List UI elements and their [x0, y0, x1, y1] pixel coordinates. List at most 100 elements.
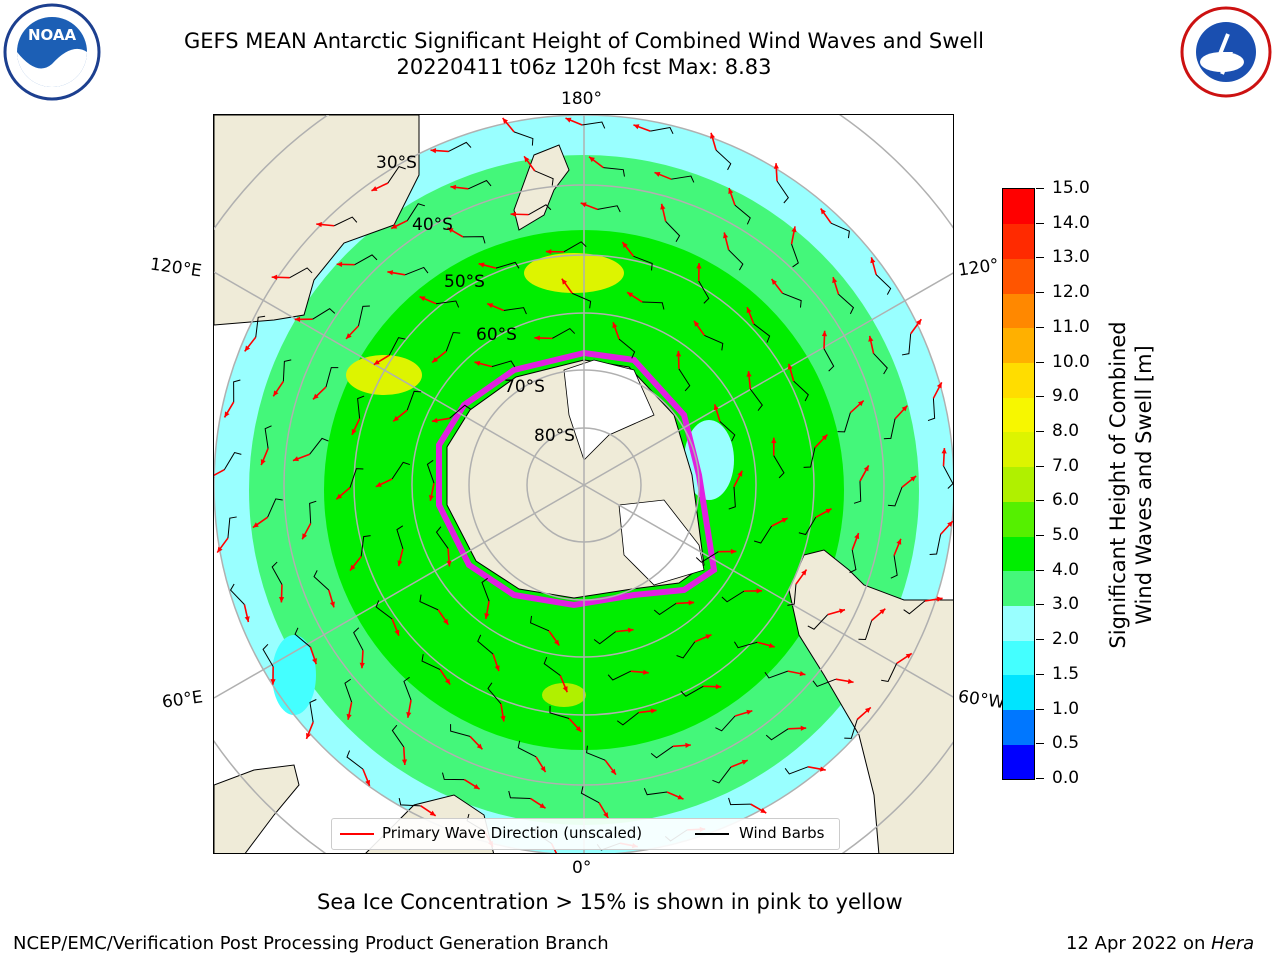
colorbar-tick — [1036, 500, 1044, 502]
wind-barb — [375, 600, 393, 620]
colorbar-tick — [1036, 257, 1044, 259]
wave-arrow-head — [346, 333, 352, 339]
wind-barb — [875, 274, 892, 295]
wind-barb — [881, 663, 898, 682]
wave-arrow-head — [260, 459, 266, 466]
wave-arrow-head — [746, 307, 752, 314]
colorbar-tick — [1036, 569, 1044, 571]
wind-barb — [728, 486, 736, 510]
wind-barb — [597, 205, 621, 213]
lon-label-60e: 60°E — [160, 687, 205, 713]
wave-arrow-head — [401, 759, 408, 765]
wind-barb — [753, 525, 772, 544]
wind-barb — [267, 498, 283, 518]
wind-barb — [929, 534, 942, 555]
wave-arrow-head — [565, 117, 572, 123]
wind-barb — [650, 745, 674, 759]
wind-barb — [586, 745, 606, 761]
colorbar-tick — [1036, 430, 1044, 432]
wave-arrow-head — [870, 257, 876, 264]
wave-arrow-head — [473, 784, 480, 790]
weddell-ice-shelf — [618, 499, 705, 586]
colorbar-title: Significant Height of Combined Wind Wave… — [1105, 321, 1157, 648]
wave-arrow-head — [524, 156, 530, 163]
wave-arrow-head — [771, 437, 777, 444]
wave-arrow-head — [936, 596, 943, 602]
wind-barb — [642, 301, 665, 310]
wave-arrow-head — [545, 249, 552, 255]
wave-arrow-head — [821, 434, 828, 441]
wind-barb — [233, 379, 241, 402]
colorbar-segment — [1003, 605, 1034, 641]
lat-label-40s: 40°S — [412, 215, 453, 235]
wave-arrow-head — [771, 279, 777, 285]
map-legend: Primary Wave Direction (unscaled) Wind B… — [331, 818, 840, 850]
wind-barb — [255, 315, 266, 338]
lat-label-70s: 70°S — [504, 377, 545, 397]
colorbar-tick-label: 0.0 — [1052, 768, 1080, 788]
wave-arrow-head — [336, 493, 343, 500]
wave-arrow-head — [244, 616, 250, 623]
wind-barb — [765, 728, 789, 741]
wind-barb — [678, 368, 691, 392]
wave-arrow-head — [500, 715, 506, 722]
colorbar-tick-label: 8.0 — [1052, 420, 1080, 441]
wind-barb — [445, 332, 461, 352]
wave-arrow-head — [534, 335, 540, 341]
colorbar-segment — [1003, 570, 1034, 606]
wind-barb — [844, 719, 858, 739]
wave-arrow-head — [865, 707, 871, 713]
wind-barb — [517, 740, 537, 758]
wave-arrow-head — [561, 278, 568, 285]
colorbar-tick — [1036, 743, 1044, 745]
wind-barb — [344, 678, 353, 703]
wave-arrow-head — [375, 482, 382, 487]
colorbar-segment — [1003, 536, 1034, 572]
wave-direction-arrows — [214, 117, 953, 853]
wave-arrow-head — [730, 548, 737, 555]
wind-barb — [406, 390, 422, 411]
wind-barb — [398, 797, 421, 807]
colorbar-tick-label: 3.0 — [1052, 594, 1080, 615]
wave-arrow-head — [675, 350, 682, 357]
footer-machine: Hera — [1211, 933, 1255, 954]
wind-barb — [903, 600, 926, 615]
wind-barb — [426, 459, 435, 484]
legend-wave-label: Primary Wave Direction (unscaled) — [382, 824, 643, 842]
wave-arrow-head — [217, 546, 223, 553]
wave-arrow-head — [329, 601, 335, 608]
colorbar-tick — [1036, 708, 1044, 710]
wave-arrow-head — [393, 415, 400, 422]
colorbar-tick — [1036, 778, 1044, 779]
wave-arrow-head — [431, 417, 438, 423]
wave-arrow-head — [252, 522, 259, 528]
wave-arrow-head — [406, 711, 412, 718]
sea-ice-caption: Sea Ice Concentration > 15% is shown in … — [317, 890, 903, 914]
wind-barb — [349, 468, 364, 488]
wave-arrow-head — [936, 382, 942, 389]
wind-barb — [495, 261, 520, 269]
wave-low-patch — [272, 635, 316, 715]
wind-barb — [901, 333, 912, 356]
colorbar-tick-label: 2.0 — [1052, 629, 1080, 650]
wind-barb — [618, 338, 636, 359]
wave-arrow-head — [350, 564, 356, 571]
wave-arrow-head — [271, 274, 278, 280]
wind-barb — [481, 577, 490, 602]
wave-arrow-head — [484, 613, 490, 619]
wind-barb — [837, 412, 851, 433]
wind-barb — [858, 620, 873, 641]
wave-arrow-head — [746, 371, 752, 377]
wave-max-patch-3 — [542, 683, 586, 707]
wind-barb — [798, 517, 817, 536]
wind-barb — [764, 670, 788, 679]
wind-barb — [534, 170, 554, 186]
wave-arrow-head — [825, 508, 832, 514]
wave-arrow-head — [429, 810, 436, 816]
wave-arrow-head — [387, 270, 394, 276]
polar-map: 30°S 40°S 50°S 60°S 70°S 80°S — [213, 114, 954, 854]
wind-barb — [784, 766, 809, 775]
wave-arrow-head — [316, 221, 322, 228]
wind-barb — [543, 656, 561, 676]
wind-barb — [309, 500, 317, 524]
